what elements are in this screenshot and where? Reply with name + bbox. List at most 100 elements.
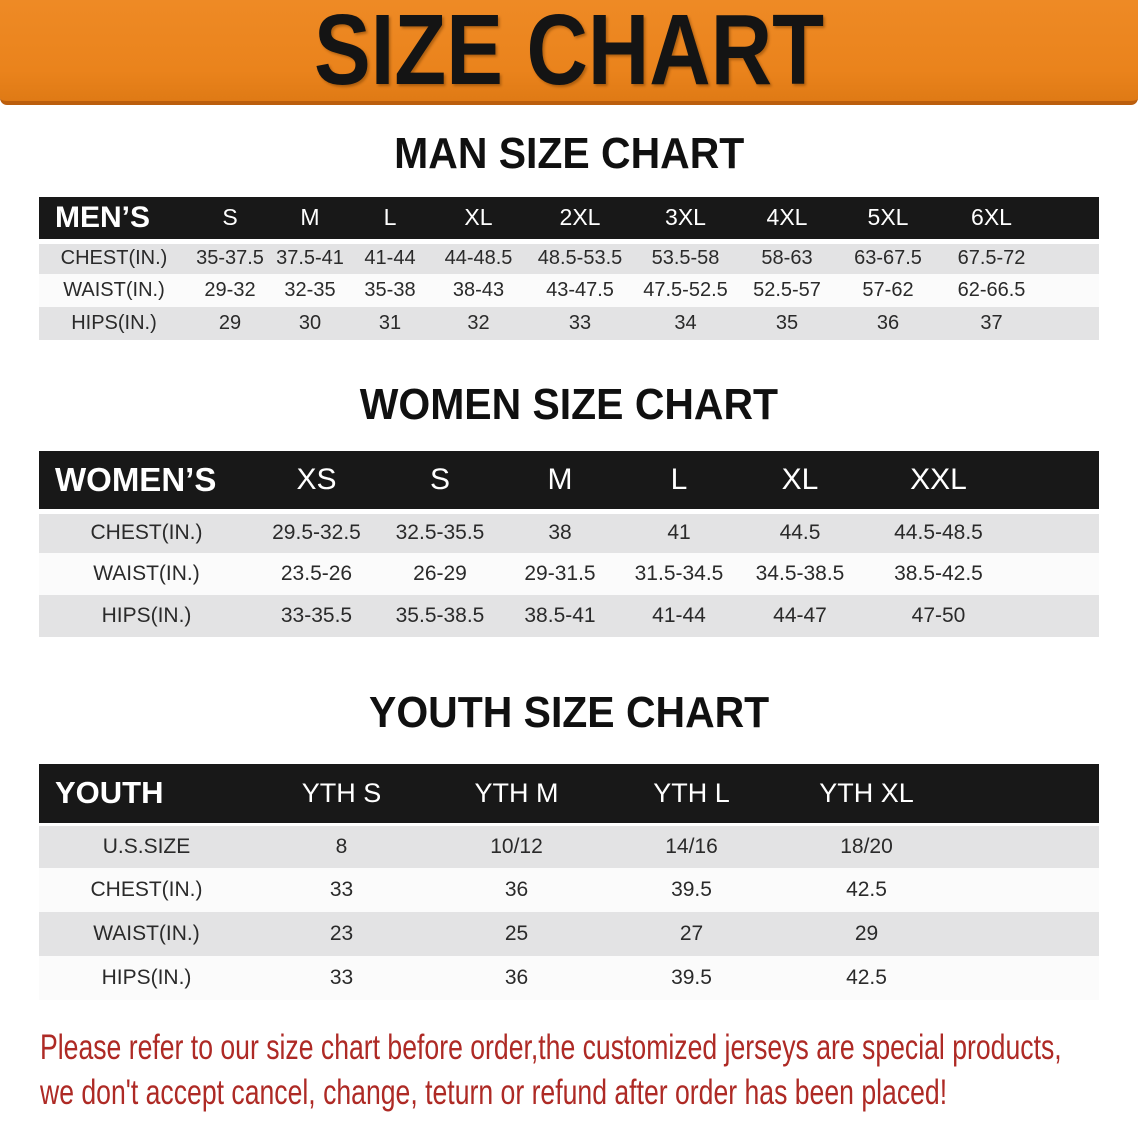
- value-cell: 31.5-34.5: [634, 562, 724, 585]
- men-group-label: MEN’S: [39, 197, 189, 244]
- spacer-cell: [1016, 553, 1099, 595]
- disclaimer-line-1: Please refer to our size chart before or…: [40, 1028, 1062, 1067]
- spacer-cell: [954, 764, 1099, 826]
- value-cell: 42.5: [846, 966, 887, 989]
- value-cell: 33: [329, 878, 354, 901]
- value-cell: 23: [329, 922, 354, 945]
- spacer-cell: [1016, 595, 1099, 637]
- men-header-row: MEN’S S M L XL 2XL 3XL 4XL 5XL 6XL: [39, 197, 1099, 244]
- youth-hips-row: HIPS(IN.) 33 36 39.5 42.5: [39, 956, 1099, 1000]
- youth-group-label: YOUTH: [39, 764, 254, 826]
- row-label-cell: U.S.SIZE: [102, 834, 191, 858]
- value-cell: 33: [329, 966, 354, 989]
- value-cell: 48.5-53.5: [537, 247, 623, 270]
- men-size-header: S: [189, 197, 271, 244]
- men-size-header: 6XL: [939, 197, 1044, 244]
- row-label-cell: WAIST(IN.): [63, 279, 165, 301]
- value-cell: 34.5-38.5: [755, 562, 845, 585]
- men-size-header: 4XL: [737, 197, 837, 244]
- value-cell: 52.5-57: [753, 279, 821, 301]
- value-cell: 62-66.5: [957, 279, 1026, 301]
- value-cell: 36: [504, 878, 529, 901]
- youth-size-header: YTH M: [429, 764, 604, 826]
- value-cell: 37.5-41: [276, 247, 344, 270]
- banner-title: SIZE CHART: [314, 0, 824, 106]
- men-size-header: 3XL: [634, 197, 737, 244]
- value-cell: 31: [378, 312, 402, 334]
- men-size-header: 2XL: [526, 197, 634, 244]
- value-cell: 35-38: [364, 279, 416, 301]
- spacer-cell: [954, 912, 1099, 956]
- row-label-cell: CHEST(IN.): [90, 878, 203, 901]
- youth-section-title-text: YOUTH SIZE CHART: [368, 688, 770, 737]
- value-cell: 41-44: [652, 604, 706, 627]
- men-size-header: M: [271, 197, 349, 244]
- value-cell: 26-29: [413, 562, 467, 585]
- youth-size-header: YTH XL: [779, 764, 954, 826]
- value-cell: 29.5-32.5: [272, 521, 361, 545]
- row-label-cell: WAIST(IN.): [93, 922, 200, 945]
- value-cell: 29: [218, 312, 242, 334]
- value-cell: 44-48.5: [444, 247, 513, 270]
- women-group-label: WOMEN’S: [39, 451, 254, 514]
- men-chest-row: CHEST(IN.) 35-37.5 37.5-41 41-44 44-48.5…: [39, 241, 1099, 274]
- value-cell: 29-31.5: [524, 562, 596, 585]
- value-cell: 14/16: [665, 834, 718, 858]
- youth-ussize-row: U.S.SIZE 8 10/12 14/16 18/20: [39, 824, 1099, 868]
- value-cell: 47.5-52.5: [643, 279, 728, 301]
- spacer-cell: [1044, 197, 1099, 244]
- value-cell: 35: [775, 312, 799, 334]
- value-cell: 57-62: [862, 279, 914, 301]
- value-cell: 44.5: [779, 521, 821, 545]
- spacer-cell: [954, 868, 1099, 912]
- row-label-cell: HIPS(IN.): [71, 312, 157, 334]
- spacer-cell: [954, 824, 1099, 868]
- value-cell: 63-67.5: [854, 247, 922, 270]
- value-cell: 35-37.5: [196, 247, 264, 270]
- men-size-header: XL: [431, 197, 526, 244]
- row-label-cell: CHEST(IN.): [90, 521, 203, 545]
- spacer-cell: [1016, 511, 1099, 553]
- row-label-cell: WAIST(IN.): [93, 562, 200, 585]
- value-cell: 38-43: [452, 279, 505, 301]
- women-size-header: S: [379, 451, 501, 514]
- youth-size-header: YTH S: [254, 764, 429, 826]
- disclaimer-text: Please refer to our size chart before or…: [40, 1025, 1138, 1115]
- spacer-cell: [1016, 451, 1099, 514]
- value-cell: 32: [467, 312, 490, 334]
- value-cell: 43-47.5: [546, 279, 614, 301]
- men-hips-row: HIPS(IN.) 29 30 31 32 33 34 35 36 37: [39, 307, 1099, 340]
- value-cell: 38.5-41: [524, 604, 596, 627]
- value-cell: 35.5-38.5: [395, 604, 485, 627]
- women-hips-row: HIPS(IN.) 33-35.5 35.5-38.5 38.5-41 41-4…: [39, 595, 1099, 637]
- spacer-cell: [1044, 307, 1099, 340]
- youth-section-title: YOUTH SIZE CHART: [0, 689, 1138, 737]
- value-cell: 30: [298, 312, 322, 334]
- value-cell: 41-44: [364, 247, 416, 270]
- disclaimer-line-2: we don't accept cancel, change, teturn o…: [40, 1073, 948, 1112]
- men-size-header: 5XL: [837, 197, 939, 244]
- men-size-header: L: [349, 197, 431, 244]
- women-size-table: WOMEN’S XS S M L XL XXL CHEST(IN.) 29.5-…: [39, 451, 1099, 637]
- value-cell: 67.5-72: [957, 247, 1026, 270]
- value-cell: 39.5: [671, 878, 712, 901]
- value-cell: 44.5-48.5: [894, 521, 983, 545]
- women-size-header: L: [619, 451, 739, 514]
- youth-chest-row: CHEST(IN.) 33 36 39.5 42.5: [39, 868, 1099, 912]
- youth-header-row: YOUTH YTH S YTH M YTH L YTH XL: [39, 764, 1099, 826]
- value-cell: 8: [335, 834, 348, 858]
- value-cell: 29: [854, 922, 879, 945]
- men-size-table: MEN’S S M L XL 2XL 3XL 4XL 5XL 6XL CHEST…: [39, 197, 1099, 340]
- women-section-title: WOMEN SIZE CHART: [0, 381, 1138, 429]
- value-cell: 47-50: [911, 604, 966, 627]
- row-label-cell: CHEST(IN.): [60, 247, 168, 270]
- value-cell: 42.5: [846, 878, 887, 901]
- value-cell: 18/20: [840, 834, 893, 858]
- women-chest-row: CHEST(IN.) 29.5-32.5 32.5-35.5 38 41 44.…: [39, 511, 1099, 553]
- women-waist-row: WAIST(IN.) 23.5-26 26-29 29-31.5 31.5-34…: [39, 553, 1099, 595]
- women-size-header: XL: [739, 451, 861, 514]
- value-cell: 23.5-26: [280, 562, 353, 585]
- value-cell: 36: [876, 312, 900, 334]
- value-cell: 38: [548, 521, 572, 545]
- value-cell: 27: [679, 922, 704, 945]
